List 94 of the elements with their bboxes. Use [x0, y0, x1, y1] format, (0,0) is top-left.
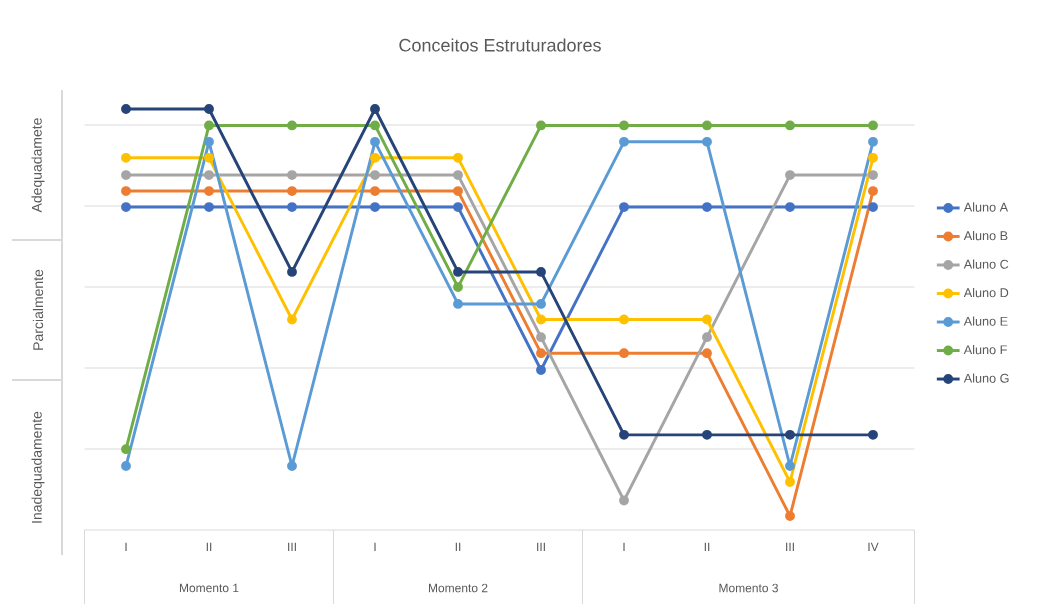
point	[785, 170, 795, 181]
point	[453, 170, 463, 181]
point	[702, 332, 712, 343]
point	[619, 314, 629, 325]
point	[785, 461, 795, 471]
point	[536, 298, 546, 309]
point	[121, 461, 131, 471]
legend-label: Aluno G	[963, 373, 1009, 383]
point	[121, 170, 131, 181]
point	[868, 429, 878, 440]
point	[702, 202, 712, 213]
x-tick-label: III	[537, 542, 545, 551]
point	[453, 266, 463, 277]
point	[204, 136, 214, 147]
point	[868, 136, 878, 147]
point	[619, 202, 629, 213]
text: Inadequadamente	[31, 411, 45, 523]
text: Parcialmente	[32, 269, 44, 350]
point	[287, 186, 297, 197]
point	[536, 314, 546, 325]
x-tick-label: II	[206, 542, 212, 551]
legend-label: Aluno E	[963, 316, 1008, 326]
point	[868, 202, 878, 213]
point	[785, 477, 795, 487]
point	[619, 136, 629, 147]
point	[370, 136, 380, 147]
point	[121, 104, 131, 114]
text: Adequadamete	[31, 118, 45, 213]
point	[287, 266, 297, 277]
point	[785, 429, 795, 440]
x-tick-label: III	[288, 542, 296, 551]
point	[868, 152, 878, 163]
x-tick-label: II	[704, 542, 710, 551]
point	[785, 120, 795, 131]
point	[121, 444, 131, 455]
point	[702, 429, 712, 440]
point	[453, 186, 463, 197]
point	[702, 136, 712, 147]
point	[121, 202, 131, 213]
x-tick-label: I	[125, 542, 127, 551]
point	[204, 152, 214, 163]
text: Momento 2	[428, 583, 488, 593]
point	[287, 314, 297, 325]
point	[619, 348, 629, 359]
point	[287, 120, 297, 131]
point	[702, 348, 712, 359]
x-tick-label: IV	[868, 542, 879, 551]
point	[287, 202, 297, 213]
x-tick-label: I	[623, 542, 625, 551]
legend-label: Aluno D	[963, 287, 1009, 298]
point	[785, 202, 795, 213]
point	[204, 202, 214, 213]
point	[619, 120, 629, 131]
point	[204, 120, 214, 131]
point	[785, 511, 795, 522]
point	[702, 314, 712, 325]
legend-label: Aluno A	[963, 202, 1009, 212]
legend-label: Aluno B	[963, 230, 1008, 241]
x-tick-label: III	[786, 542, 794, 551]
point	[536, 365, 546, 375]
point	[536, 348, 546, 359]
point	[121, 152, 131, 163]
point	[453, 202, 463, 213]
point	[204, 186, 214, 197]
point	[287, 170, 297, 181]
point	[204, 104, 214, 114]
point	[536, 120, 546, 131]
point	[536, 332, 546, 343]
point	[619, 429, 629, 440]
point	[370, 104, 380, 114]
point	[536, 266, 546, 277]
point	[453, 152, 463, 163]
point	[370, 120, 380, 131]
point	[453, 298, 463, 309]
text: Momento 1	[179, 583, 239, 593]
point	[287, 461, 297, 471]
legend-label: Aluno F	[963, 344, 1007, 355]
point	[702, 120, 712, 131]
point	[370, 152, 380, 163]
point	[868, 170, 878, 181]
x-tick-label: II	[455, 542, 461, 551]
legend-label: Aluno C	[963, 259, 1009, 269]
x-tick-label: I	[374, 542, 376, 551]
point	[204, 170, 214, 181]
point	[121, 186, 131, 197]
point	[619, 495, 629, 506]
point	[453, 282, 463, 293]
point	[868, 120, 878, 131]
text: Momento 3	[719, 583, 778, 593]
point	[370, 170, 380, 181]
point	[868, 186, 878, 197]
chart-title: Conceitos Estruturadores	[399, 38, 601, 52]
point	[370, 186, 380, 197]
point	[370, 202, 380, 213]
